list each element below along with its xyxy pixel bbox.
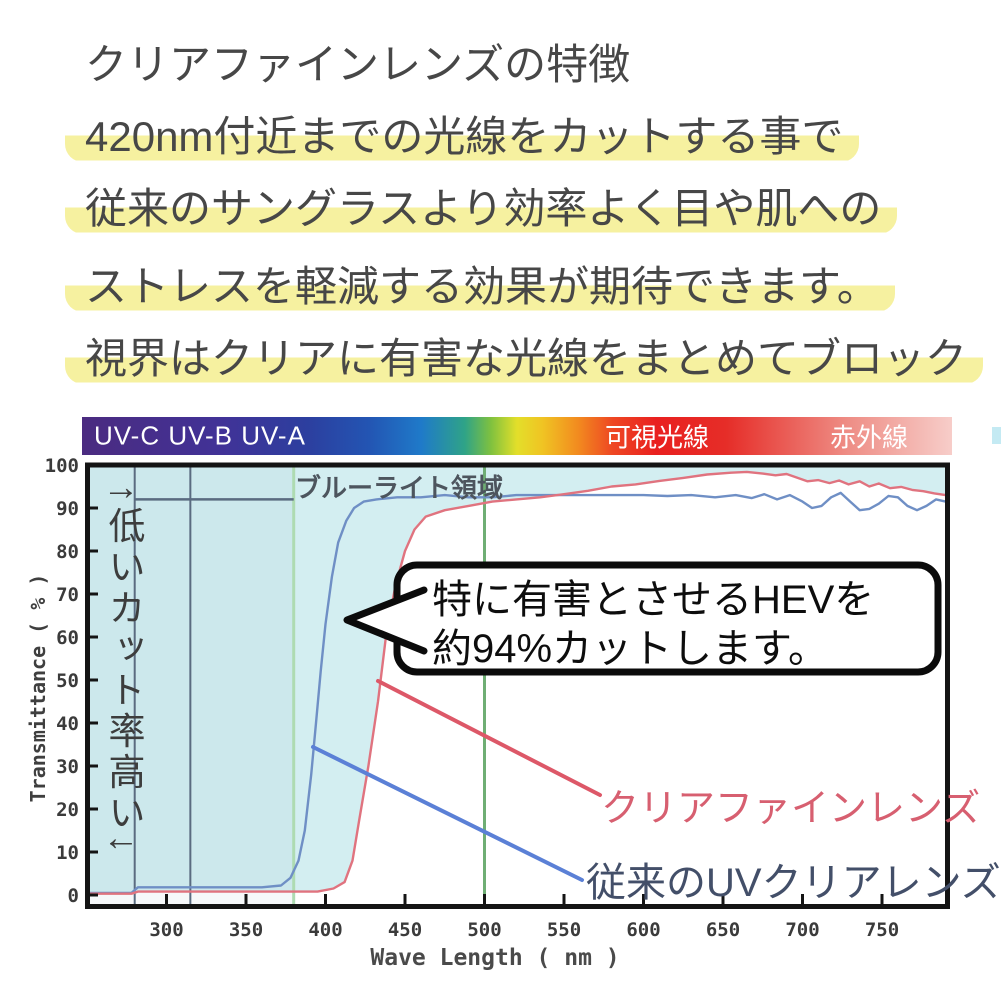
infrared-label: 赤外線	[829, 422, 909, 453]
x-tick	[562, 894, 566, 907]
x-tick	[642, 894, 645, 907]
visible-light-label: 可視光線	[604, 422, 710, 453]
y-tick	[88, 635, 98, 639]
y-tick	[88, 678, 98, 682]
headline-text-highlighted: 従来のサングラスより効率よく目や肌への	[65, 185, 898, 234]
headline-line-1: クリアファインレンズの特徴	[85, 40, 630, 90]
x-tick	[324, 894, 327, 907]
y-tick-label: 80	[56, 541, 79, 563]
x-tick-label: 650	[706, 919, 740, 941]
headline-line-2: 420nm付近までの光線をカットする事で	[65, 112, 860, 162]
y-tick-label: 10	[56, 842, 79, 864]
legend-clear-fine-lens: クリアファインレンズ	[601, 788, 981, 830]
hev-callout-tail	[343, 586, 428, 655]
headline-text-highlighted: 420nm付近までの光線をカットする事で	[65, 113, 860, 162]
headline-text-highlighted: ストレスを軽減する効果が期待できます。	[65, 263, 895, 312]
red-callout-line	[376, 679, 602, 797]
plot-area	[88, 465, 946, 905]
plot-border	[85, 462, 950, 909]
y-tick	[88, 463, 98, 467]
x-tick-label: 700	[785, 919, 819, 941]
y-tick-label: 90	[56, 498, 79, 520]
x-tick-label: 750	[865, 919, 899, 941]
x-tick	[244, 894, 248, 907]
headline-text: クリアファインレンズの特徴	[85, 41, 631, 88]
headline-line-3: 従来のサングラスより効率よく目や肌への	[65, 184, 898, 234]
headline-text-highlighted: 視界はクリアに有害な光線をまとめてブロック	[65, 335, 984, 384]
blue-callout-line	[311, 745, 584, 882]
x-tick	[801, 894, 804, 907]
y-tick	[88, 721, 98, 725]
y-tick	[88, 893, 98, 897]
x-tick-label: 450	[388, 919, 422, 941]
y-tick-label: 100	[45, 455, 79, 477]
y-tick-label: 30	[56, 756, 79, 778]
x-tick-label: 500	[467, 919, 501, 941]
x-tick	[165, 894, 168, 907]
y-tick	[88, 764, 98, 768]
y-tick-label: 0	[68, 885, 79, 907]
y-axis-title: Transmittance ( % )	[26, 574, 50, 803]
x-tick-label: 350	[229, 919, 263, 941]
x-tick-label: 400	[308, 919, 342, 941]
y-tick	[88, 850, 98, 854]
x-tick-label: 300	[149, 919, 183, 941]
hev-callout-text: 特に有害とさせるHEVを 約94%カットします。	[432, 576, 874, 674]
headline-line-4: ストレスを軽減する効果が期待できます。	[65, 262, 895, 312]
x-tick	[403, 894, 407, 907]
blue-light-region-label: ブルーライト領域	[295, 473, 504, 503]
y-tick-label: 70	[56, 584, 79, 606]
y-tick	[88, 592, 98, 596]
uv-bands-label: UV-C UV-B UV-A	[94, 420, 306, 451]
y-tick	[88, 807, 98, 811]
light-spectrum-bar: UV-C UV-B UV-A 可視光線 赤外線	[82, 417, 952, 455]
y-tick	[88, 549, 98, 553]
x-tick	[880, 894, 884, 907]
y-tick-label: 40	[56, 713, 79, 735]
legend-conventional-lens: 従来のUVクリアレンズ	[586, 861, 1001, 905]
hev-callout-line-2: 約94%カットします。	[432, 627, 829, 671]
x-tick	[721, 894, 725, 907]
clear-fine-lens-curve	[88, 470, 946, 895]
y-tick-label: 60	[56, 627, 79, 649]
headline-line-5: 視界はクリアに有害な光線をまとめてブロック	[65, 334, 984, 384]
x-tick	[483, 894, 486, 907]
hev-callout-line-1: 特に有害とさせるHEVを	[432, 578, 875, 622]
blocked-light-region	[88, 465, 946, 894]
x-tick-label: 600	[626, 919, 660, 941]
x-tick-label: 550	[547, 919, 581, 941]
y-tick-label: 20	[56, 799, 79, 821]
y-tick	[88, 506, 98, 510]
edge-artifact	[992, 427, 1001, 444]
y-tick-label: 50	[56, 670, 79, 692]
x-axis-title: Wave Length ( nm )	[370, 945, 619, 971]
cut-rate-axis-caption: ↑低いカット率高い↓	[103, 484, 144, 857]
